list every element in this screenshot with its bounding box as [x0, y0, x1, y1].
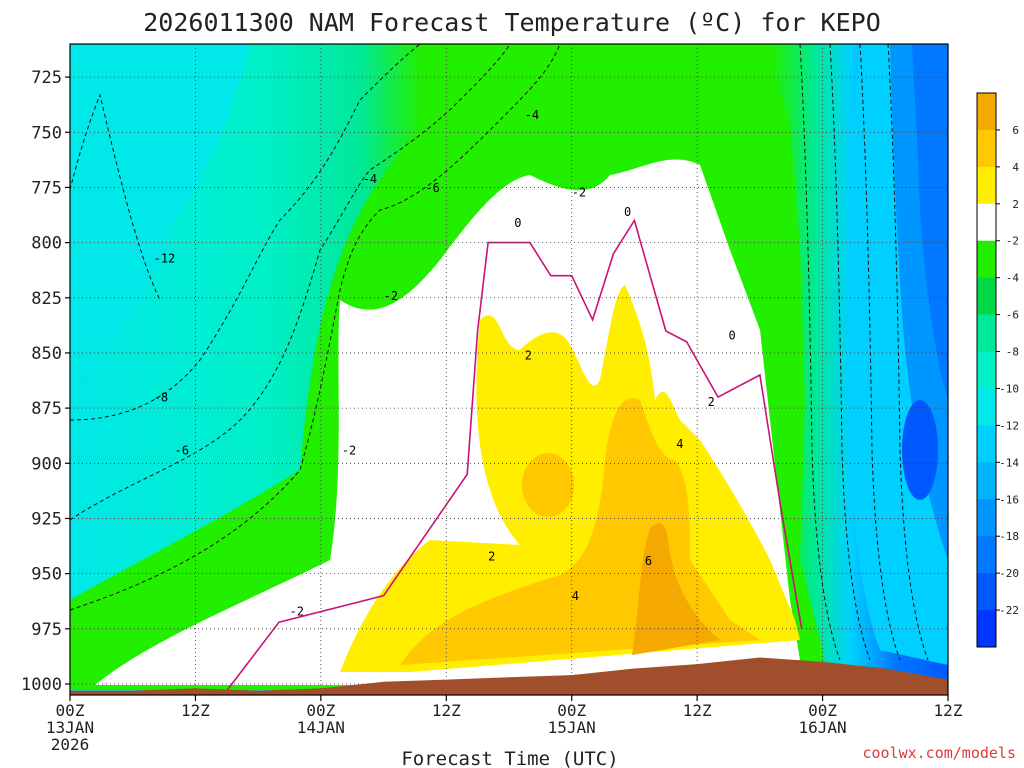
colorbar-swatch-14: [977, 610, 996, 648]
colorbar-swatch-3: [977, 203, 996, 242]
colorbar: 6 4 2 -2 -4 -6 -8 -10 -12 -14 -16 -18 -20 -22: [976, 92, 1020, 648]
plot-area: -4 -4 -6 -2 0 0 -12 -2 0 2 -8 2 4 -2 -6 2 6 4 -2: [70, 44, 948, 695]
band-blue-right-4: [902, 400, 938, 500]
contour-label-4: 0: [514, 216, 521, 230]
colorbar-swatch-2: [977, 166, 996, 205]
dashed-isotherms: [70, 44, 929, 661]
colorbar-label-11: -18: [999, 530, 1019, 543]
colorbar-swatch-7: [977, 351, 996, 389]
colorbar-label-3: -2: [1006, 235, 1019, 248]
x-tick-label-48-0: 00Z: [557, 701, 586, 720]
y-tick-label-925: 925: [31, 509, 62, 529]
colorbar-label-13: -22: [999, 604, 1019, 617]
colorbar-frame: [976, 92, 997, 648]
x-tick-label-36-0: 12Z: [432, 701, 461, 720]
x-tick-label-60-0: 12Z: [683, 701, 712, 720]
y-tick-label-975: 975: [31, 620, 62, 640]
colorbar-label-4: -4: [1006, 272, 1020, 285]
credit-text: coolwx.com/models: [862, 744, 1016, 762]
colorbar-swatch-10: [977, 462, 996, 500]
y-tick-label-800: 800: [31, 234, 62, 254]
colorbar-label-1: 4: [1012, 161, 1019, 174]
terrain: [70, 657, 948, 695]
contour-label-11: 2: [708, 395, 715, 409]
contour-label-3: -2: [572, 185, 586, 199]
contour-label-14: -6: [175, 444, 189, 458]
contour-label-8: 0: [729, 329, 736, 343]
colorbar-swatch-0: [977, 93, 996, 131]
y-tick-label-950: 950: [31, 565, 62, 585]
x-tick-label-24-1: 14JAN: [297, 718, 345, 737]
contour-label-1: -4: [363, 172, 377, 186]
x-tick-label-24-0: 00Z: [306, 701, 335, 720]
colorbar-swatch-4: [977, 240, 996, 278]
colorbar-label-12: -20: [999, 567, 1019, 580]
contour-label-12: 4: [676, 437, 683, 451]
x-tick-label-12-0: 12Z: [181, 701, 210, 720]
x-tick-label-72-0: 00Z: [808, 701, 837, 720]
band-orange-4c-island: [522, 453, 574, 517]
colorbar-label-2: 2: [1012, 198, 1019, 211]
contour-label-0: -4: [525, 108, 539, 122]
y-tick-label-725: 725: [31, 68, 62, 88]
gridlines: [70, 44, 948, 695]
contour-label-10: -8: [154, 391, 168, 405]
y-tick-label-825: 825: [31, 289, 62, 309]
colorbar-label-7: -10: [999, 382, 1019, 395]
y-tick-label-850: 850: [31, 344, 62, 364]
colorbar-label-6: -8: [1006, 346, 1019, 359]
contour-labels: -4 -4 -6 -2 0 0 -12 -2 0 2 -8 2 4 -2 -6 2 6 4 -2: [154, 108, 736, 619]
contour-label-7: -2: [384, 289, 398, 303]
contour-label-2: -6: [425, 181, 439, 195]
contour-label-5: 0: [624, 205, 631, 219]
y-tick-label-1000: 1000: [21, 675, 62, 695]
x-tick-label-0-0: 00Z: [56, 701, 85, 720]
colorbar-label-0: 6: [1012, 124, 1019, 137]
contour-label-16: 6: [645, 554, 652, 568]
colorbar-label-8: -12: [999, 419, 1019, 432]
contour-label-9: 2: [525, 349, 532, 363]
x-tick-label-72-1: 16JAN: [798, 718, 846, 737]
colorbar-label-9: -14: [999, 456, 1019, 469]
band-orange-6c: [632, 523, 720, 655]
x-tick-label-0-1: 13JAN: [46, 718, 94, 737]
x-tick-label-84-0: 12Z: [934, 701, 963, 720]
colorbar-label-5: -6: [1006, 309, 1019, 322]
colorbar-swatch-6: [977, 314, 996, 352]
x-tick-label-0-2: 2026: [51, 735, 90, 754]
colorbar-label-10: -16: [999, 493, 1019, 506]
contour-label-18: -2: [290, 605, 304, 619]
x-axis-label: Forecast Time (UTC): [401, 748, 618, 768]
contour-label-15: 2: [488, 549, 495, 563]
colorbar-swatch-9: [977, 425, 996, 463]
chart-title: 2026011300 NAM Forecast Temperature (ºC)…: [143, 8, 881, 37]
contour-label-17: 4: [572, 589, 579, 603]
y-axis: 725 750 775 800 825 850 875 900 925 950 975 1000: [21, 68, 70, 695]
colorbar-swatch-11: [977, 499, 996, 537]
y-tick-label-875: 875: [31, 399, 62, 419]
y-tick-label-900: 900: [31, 454, 62, 474]
colorbar-swatch-12: [977, 536, 996, 574]
contour-label-13: -2: [342, 444, 356, 458]
colorbar-swatch-1: [977, 129, 996, 168]
x-tick-label-48-1: 15JAN: [548, 718, 596, 737]
plot-frame: [69, 43, 949, 696]
colorbar-swatch-5: [977, 277, 996, 315]
band-blue-right-3: [912, 44, 948, 400]
y-tick-label-775: 775: [31, 178, 62, 198]
contour-label-6: -12: [154, 252, 176, 266]
y-tick-label-750: 750: [31, 123, 62, 143]
band-cyan-upper-left: [70, 44, 250, 350]
colorbar-swatch-13: [977, 573, 996, 611]
colorbar-swatch-8: [977, 388, 996, 426]
